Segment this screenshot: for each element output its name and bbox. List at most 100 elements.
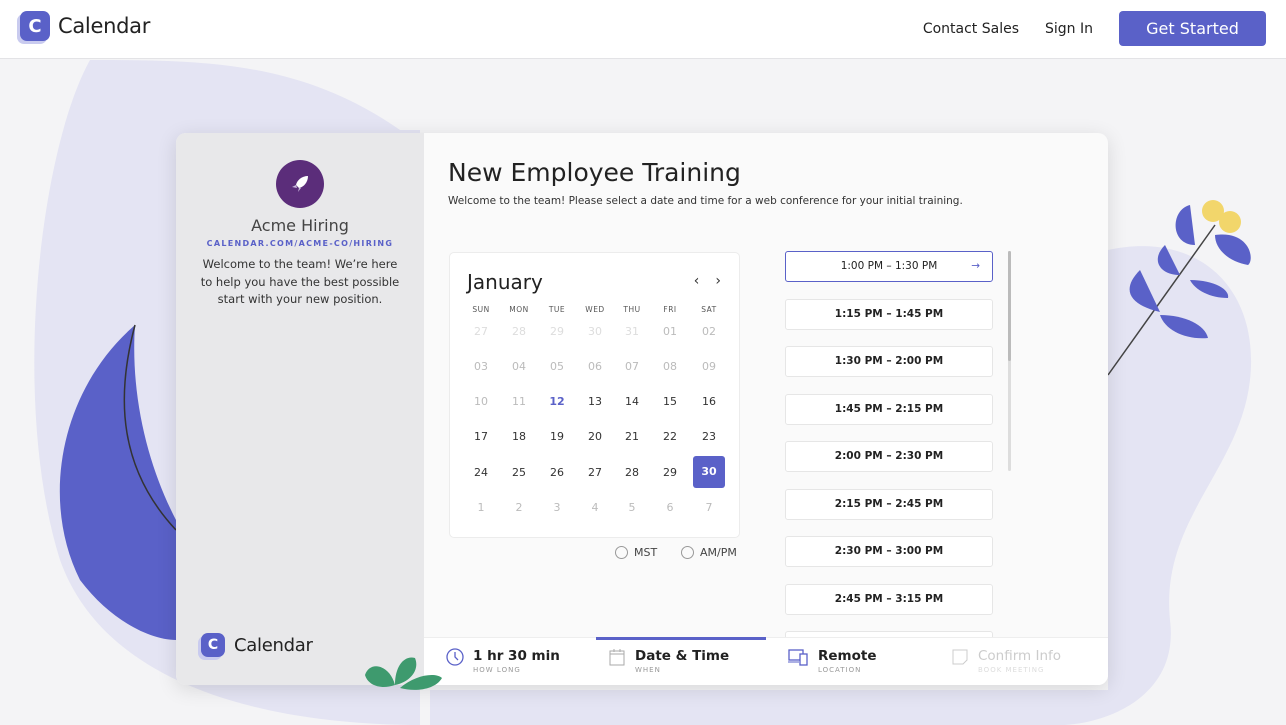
leaf-decoration	[365, 657, 442, 690]
time-slot[interactable]: 1:30 PM – 2:00 PM	[785, 346, 993, 377]
time-format-selector[interactable]: AM/PM	[681, 546, 737, 559]
next-month-button[interactable]: ›	[715, 273, 721, 289]
weekday-label: WED	[585, 305, 605, 314]
note-icon	[952, 649, 968, 665]
step-subtitle: LOCATION	[818, 666, 862, 674]
weekday-label: FRI	[663, 305, 677, 314]
contact-sales-link[interactable]: Contact Sales	[922, 20, 1019, 37]
time-slot[interactable]: 2:30 PM – 3:00 PM	[785, 536, 993, 567]
calendar-day: 7	[705, 501, 713, 514]
weekday-label: THU	[623, 305, 641, 314]
active-step-indicator	[596, 637, 766, 640]
time-slot-label: 1:15 PM – 1:45 PM	[834, 307, 944, 320]
calendar-day[interactable]: 23	[702, 430, 716, 443]
calendar-day: 07	[625, 360, 639, 373]
calendar-day: 04	[512, 360, 526, 373]
time-slot-label: 1:30 PM – 2:00 PM	[834, 355, 944, 367]
organizer-name: Acme Hiring	[251, 216, 349, 235]
booking-url[interactable]: CALENDAR.COM/ACME-CO/HIRING	[206, 239, 394, 248]
booking-card: Acme Hiring CALENDAR.COM/ACME-CO/HIRING …	[176, 133, 1108, 685]
calendar-day: 5	[628, 501, 636, 514]
calendar-day: 1	[477, 501, 485, 514]
calendar-day: 4	[591, 501, 599, 514]
timezone-label: MST	[634, 546, 658, 559]
calendar-day: 05	[550, 360, 564, 373]
clock-icon	[681, 546, 694, 559]
calendar-day: 08	[663, 360, 677, 373]
calendar-icon	[609, 649, 625, 666]
calendar-day: 29	[550, 325, 564, 338]
calendar-day: 09	[702, 360, 716, 373]
calendar-day[interactable]: 16	[702, 395, 716, 408]
calendar-day: 02	[702, 325, 716, 338]
time-slot[interactable]: 2:15 PM – 2:45 PM	[785, 488, 993, 520]
calendar-day: 30	[588, 325, 602, 338]
time-slot[interactable]: 1:15 PM – 1:45 PM	[785, 298, 993, 330]
calendar-day[interactable]: 20	[588, 430, 602, 443]
calendar-day[interactable]: 28	[625, 466, 639, 479]
brand-logo[interactable]: C Calendar	[20, 11, 150, 41]
step-date-time[interactable]: Date & Time WHEN	[608, 638, 729, 685]
time-slot-label: 2:45 PM – 3:15 PM	[834, 592, 944, 605]
get-started-button[interactable]: Get Started	[1119, 11, 1266, 46]
calendar-day[interactable]: 18	[512, 430, 526, 443]
logo-icon: C	[20, 11, 50, 41]
calendar-day[interactable]: 27	[588, 466, 602, 479]
step-subtitle: HOW LONG	[473, 666, 521, 674]
slots-scrollbar[interactable]	[1008, 251, 1011, 471]
month-label: January	[467, 270, 543, 294]
calendar-day[interactable]: 22	[663, 430, 677, 443]
calendar-day[interactable]: 12	[549, 395, 565, 408]
footer-logo: C Calendar	[201, 633, 313, 657]
time-slot[interactable]: 2:45 PM – 3:15 PM	[785, 583, 993, 615]
step-subtitle: WHEN	[635, 666, 661, 674]
calendar-day: 28	[512, 325, 526, 338]
brand-name: Calendar	[58, 14, 151, 38]
globe-icon	[615, 546, 628, 559]
calendar-day[interactable]: 14	[625, 395, 639, 408]
calendar-day[interactable]: 21	[625, 430, 639, 443]
time-format-label: AM/PM	[700, 546, 737, 559]
weekday-label: MON	[509, 305, 529, 314]
calendar-day[interactable]: 26	[550, 466, 564, 479]
prev-month-button[interactable]: ‹	[693, 273, 700, 289]
step-title: 1 hr 30 min	[473, 648, 560, 664]
clock-icon	[446, 648, 464, 666]
date-picker: January ‹ › SUN MON TUE WED THU FRI SAT 27 28 29 3…	[449, 252, 740, 538]
steps-bar: 1 hr 30 min HOW LONG Date & Time WHEN Remo…	[424, 637, 1108, 685]
flower-decoration	[1107, 200, 1251, 376]
devices-icon	[788, 649, 808, 666]
step-duration[interactable]: 1 hr 30 min HOW LONG	[446, 638, 560, 685]
step-title: Date & Time	[635, 648, 730, 664]
time-slot-label: 1:45 PM – 2:15 PM	[834, 402, 944, 415]
step-location[interactable]: Remote LOCATION	[787, 638, 877, 685]
calendar-day: 6	[666, 501, 674, 514]
time-slot[interactable]: 1:00 PM – 1:30 PM →	[785, 251, 993, 282]
step-subtitle: BOOK MEETING	[978, 666, 1045, 674]
calendar-day[interactable]: 17	[474, 430, 488, 443]
sign-in-link[interactable]: Sign In	[1045, 20, 1093, 37]
time-slot-label: 2:30 PM – 3:00 PM	[834, 545, 944, 557]
calendar-day[interactable]: 24	[474, 466, 488, 479]
step-title: Remote	[818, 648, 877, 664]
calendar-day[interactable]: 15	[663, 395, 677, 408]
time-slot[interactable]: 2:00 PM – 2:30 PM	[785, 441, 993, 472]
time-slot[interactable]: 1:45 PM – 2:15 PM	[785, 393, 993, 425]
selected-day[interactable]: 30	[693, 456, 725, 488]
calendar-day[interactable]: 29	[663, 466, 677, 479]
calendar-day: 11	[512, 395, 526, 408]
event-title: New Employee Training	[448, 158, 741, 187]
calendar-day: 2	[515, 501, 523, 514]
footer-brand: Calendar	[234, 634, 313, 656]
top-header: C Calendar Contact Sales Sign In Get Sta…	[0, 0, 1286, 59]
weekday-label: SUN	[472, 305, 490, 314]
calendar-day[interactable]: 13	[588, 395, 602, 408]
profile-panel: Acme Hiring CALENDAR.COM/ACME-CO/HIRING …	[176, 133, 424, 685]
calendar-day: 27	[474, 325, 488, 338]
calendar-day[interactable]: 19	[550, 430, 564, 443]
calendar-day[interactable]: 25	[512, 466, 526, 479]
profile-description: Welcome to the team! We’re here to help …	[200, 257, 400, 306]
arrow-right-icon: →	[971, 260, 980, 272]
calendar-day: 06	[588, 360, 602, 373]
timezone-selector[interactable]: MST	[615, 546, 657, 559]
